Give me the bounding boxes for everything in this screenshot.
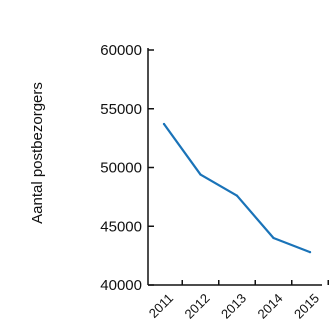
y-axis-label: Aantal postbezorgers — [29, 82, 46, 224]
axes — [147, 48, 322, 286]
x-tick-label: 2012 — [182, 291, 213, 322]
x-axis-ticks: 2011 2012 2013 2014 2015 — [146, 280, 329, 322]
x-tick-label: 2013 — [218, 291, 249, 322]
x-tick-label: 2015 — [291, 291, 322, 322]
y-tick-label: 60000 — [100, 42, 142, 59]
y-tick-label: 50000 — [100, 160, 142, 177]
y-tick-label: 40000 — [100, 277, 142, 294]
data-point — [272, 236, 275, 240]
y-tick-label: 55000 — [100, 101, 142, 118]
data-point — [199, 173, 202, 176]
y-axis-ticks: 40000 45000 50000 55000 60000 — [100, 42, 154, 294]
data-point — [308, 251, 312, 254]
data-point — [162, 122, 166, 126]
series-layer — [162, 122, 312, 254]
series-line — [162, 122, 312, 254]
x-tick-label: 2011 — [146, 291, 176, 321]
x-tick-label: 2014 — [255, 291, 286, 322]
y-tick-label: 45000 — [100, 218, 142, 235]
data-point — [235, 194, 239, 197]
